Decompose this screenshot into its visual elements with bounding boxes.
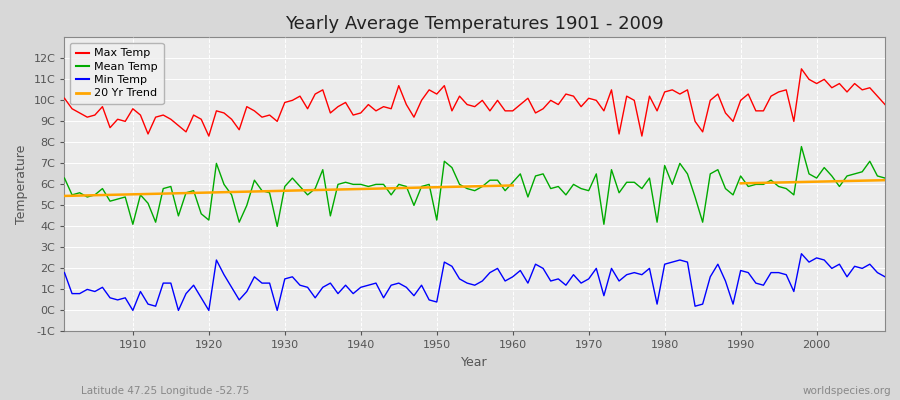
- Legend: Max Temp, Mean Temp, Min Temp, 20 Yr Trend: Max Temp, Mean Temp, Min Temp, 20 Yr Tre…: [70, 43, 164, 104]
- Text: Latitude 47.25 Longitude -52.75: Latitude 47.25 Longitude -52.75: [81, 386, 249, 396]
- Text: worldspecies.org: worldspecies.org: [803, 386, 891, 396]
- X-axis label: Year: Year: [462, 356, 488, 369]
- Title: Yearly Average Temperatures 1901 - 2009: Yearly Average Temperatures 1901 - 2009: [285, 15, 664, 33]
- Y-axis label: Temperature: Temperature: [15, 145, 28, 224]
